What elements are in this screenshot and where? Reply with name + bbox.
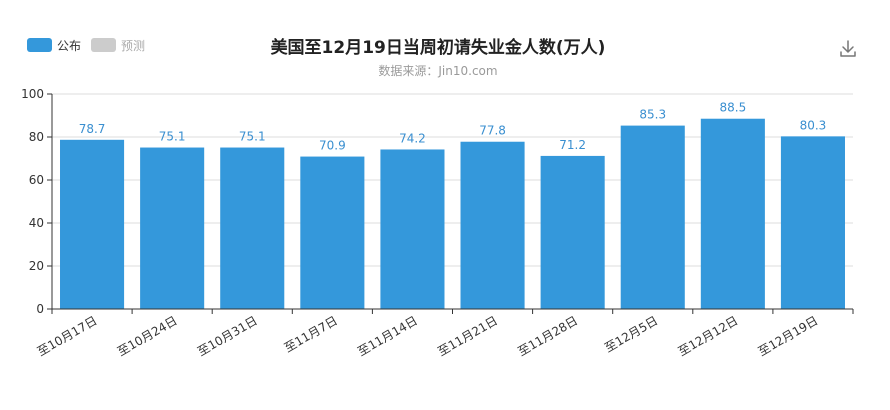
data-label: 75.1	[159, 130, 186, 144]
data-label: 71.2	[559, 138, 586, 152]
bar[interactable]	[700, 118, 765, 309]
x-tick-label: 至12月12日	[676, 313, 741, 358]
legend-item-published[interactable]: 公布	[27, 38, 81, 53]
x-tick-label: 至11月28日	[516, 313, 581, 358]
bar[interactable]	[620, 125, 685, 309]
bar[interactable]	[380, 149, 445, 309]
y-tick-label: 40	[29, 216, 44, 230]
bar[interactable]	[60, 139, 125, 309]
x-tick-label: 至10月31日	[195, 313, 260, 358]
data-label: 70.9	[319, 139, 346, 153]
bar[interactable]	[540, 155, 605, 309]
bar[interactable]	[300, 156, 365, 309]
bars	[60, 118, 845, 309]
y-tick-label: 80	[29, 130, 44, 144]
y-tick-label: 0	[36, 302, 44, 316]
legend-label-forecast: 预测	[121, 39, 145, 53]
chart-subtitle: 数据来源：Jin10.com	[378, 63, 497, 78]
legend-swatch-forecast	[91, 38, 116, 52]
y-tick-label: 20	[29, 259, 44, 273]
x-tick-label: 至12月19日	[756, 313, 821, 358]
x-tick-label: 至10月24日	[115, 313, 180, 358]
legend-label-published: 公布	[57, 39, 81, 53]
y-tick-label: 60	[29, 173, 44, 187]
bar[interactable]	[780, 136, 845, 309]
legend-item-forecast[interactable]: 预测	[91, 38, 145, 53]
legend: 公布 预测	[27, 38, 145, 53]
data-label: 85.3	[639, 108, 666, 122]
y-tick-label: 100	[21, 87, 44, 101]
data-label: 74.2	[399, 131, 426, 145]
x-tick-label: 至11月21日	[435, 313, 500, 358]
data-label: 80.3	[800, 118, 827, 132]
bar[interactable]	[140, 147, 205, 309]
data-label: 77.8	[479, 124, 506, 138]
x-tick-label: 至12月5日	[602, 313, 660, 355]
data-labels: 78.7 75.1 75.1 70.9 74.2 77.8 71.2 85.3 88.5 80.3	[79, 101, 827, 153]
bar[interactable]	[460, 141, 525, 309]
data-label: 88.5	[719, 101, 746, 115]
chart-title: 美国至12月19日当周初请失业金人数(万人)	[271, 37, 606, 58]
data-label: 78.7	[79, 122, 106, 136]
x-tick-label: 至11月14日	[355, 313, 420, 358]
download-icon[interactable]	[836, 36, 860, 60]
x-tick-label: 至10月17日	[35, 313, 100, 358]
data-label: 75.1	[239, 130, 266, 144]
bar[interactable]	[220, 147, 285, 309]
legend-swatch-published	[27, 38, 52, 52]
x-tick-label: 至11月7日	[282, 313, 340, 355]
